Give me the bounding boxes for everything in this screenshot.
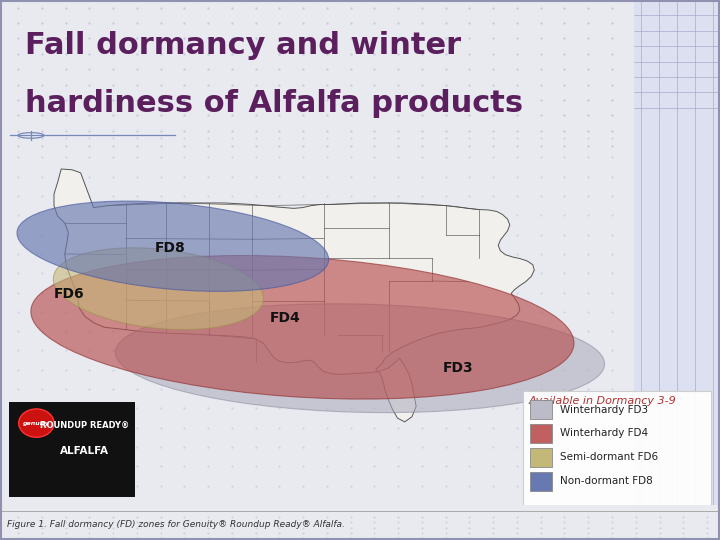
Text: Winterhardy FD3: Winterhardy FD3 <box>560 404 648 415</box>
FancyBboxPatch shape <box>2 397 141 502</box>
Bar <box>530 400 552 419</box>
Ellipse shape <box>17 201 328 292</box>
Text: FD6: FD6 <box>54 287 85 301</box>
Bar <box>530 472 552 491</box>
Text: Non-dormant FD8: Non-dormant FD8 <box>560 476 653 487</box>
Ellipse shape <box>115 304 605 413</box>
Bar <box>530 448 552 467</box>
Text: FD3: FD3 <box>443 361 474 375</box>
Bar <box>530 424 552 443</box>
Text: FD8: FD8 <box>155 241 186 255</box>
Text: ALFALFA: ALFALFA <box>60 447 109 456</box>
FancyBboxPatch shape <box>523 391 711 511</box>
Bar <box>634 0 720 154</box>
Text: Winterhardy FD4: Winterhardy FD4 <box>560 428 648 438</box>
Bar <box>634 119 720 505</box>
Text: FD4: FD4 <box>270 310 301 325</box>
Text: Semi-dormant FD6: Semi-dormant FD6 <box>560 453 658 462</box>
Text: hardiness of Alfalfa products: hardiness of Alfalfa products <box>25 89 523 118</box>
Ellipse shape <box>19 409 54 437</box>
Text: genuity: genuity <box>23 421 50 426</box>
Ellipse shape <box>31 255 574 399</box>
Text: Fall dormancy and winter: Fall dormancy and winter <box>25 31 462 60</box>
Polygon shape <box>54 169 534 422</box>
Ellipse shape <box>53 248 264 329</box>
Text: ROUNDUP READY®: ROUNDUP READY® <box>40 421 129 429</box>
Text: Available in Dormancy 3-9: Available in Dormancy 3-9 <box>528 396 676 406</box>
Text: Figure 1. Fall dormancy (FD) zones for Genuity® Roundup Ready® Alfalfa.: Figure 1. Fall dormancy (FD) zones for G… <box>7 519 345 529</box>
